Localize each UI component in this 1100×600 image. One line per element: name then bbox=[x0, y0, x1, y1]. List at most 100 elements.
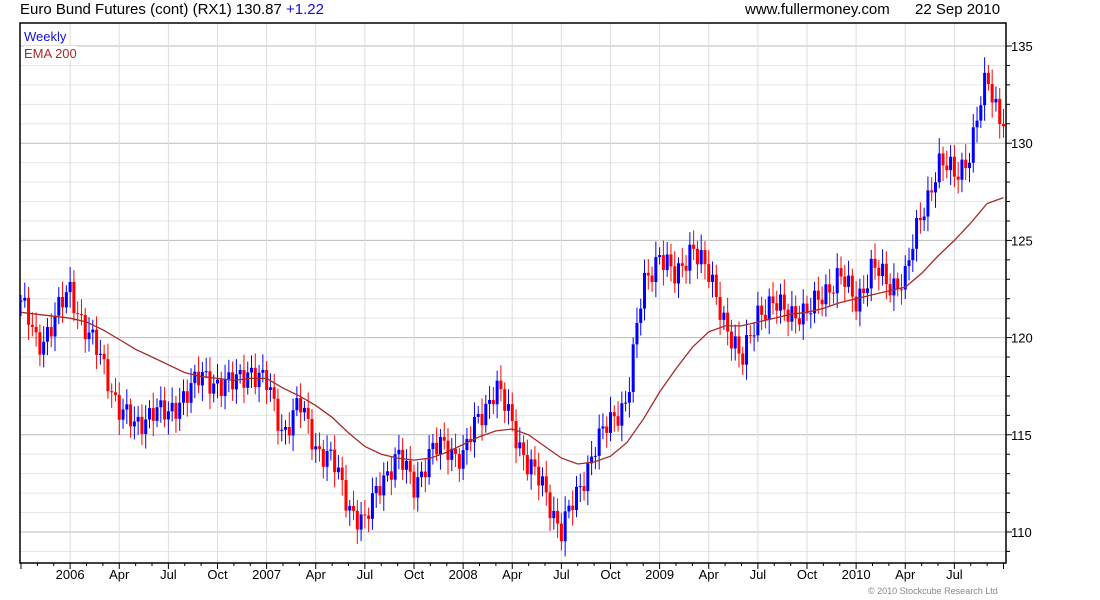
candle bbox=[525, 439, 529, 481]
candle bbox=[915, 209, 919, 262]
site-url[interactable]: www.fullermoney.com bbox=[745, 1, 890, 18]
candle-body bbox=[363, 514, 367, 516]
candle-body bbox=[945, 165, 949, 171]
candle bbox=[862, 275, 866, 304]
candle-body bbox=[216, 379, 219, 384]
candle-body bbox=[960, 159, 964, 180]
candle bbox=[616, 401, 620, 432]
candle bbox=[344, 464, 348, 518]
candle-body bbox=[446, 440, 450, 460]
candle-body bbox=[609, 412, 612, 433]
candle-body bbox=[416, 477, 420, 498]
candle bbox=[673, 251, 677, 293]
legend-ema: EMA 200 bbox=[24, 46, 77, 61]
candle bbox=[650, 266, 654, 292]
candle-body bbox=[937, 153, 941, 183]
candle bbox=[949, 145, 953, 186]
candle bbox=[83, 308, 87, 353]
candle bbox=[703, 241, 707, 280]
candle bbox=[847, 260, 851, 293]
candle bbox=[877, 260, 881, 291]
candle bbox=[601, 413, 605, 440]
candle bbox=[537, 452, 541, 501]
candle-body bbox=[975, 120, 979, 128]
candle-body bbox=[163, 400, 167, 420]
candle bbox=[136, 406, 140, 435]
candle-body bbox=[862, 288, 866, 294]
candle bbox=[865, 274, 869, 307]
candle bbox=[586, 455, 590, 506]
candle-body bbox=[881, 263, 885, 277]
candle bbox=[933, 172, 937, 208]
candle-body bbox=[612, 412, 616, 417]
candle-body bbox=[329, 449, 333, 451]
candle-body bbox=[359, 514, 363, 530]
candle bbox=[340, 456, 344, 496]
candle bbox=[197, 356, 201, 394]
candle-body bbox=[510, 404, 514, 422]
x-tick-label: 2007 bbox=[252, 567, 281, 582]
candle-body bbox=[926, 190, 930, 217]
candle bbox=[665, 242, 669, 277]
candle bbox=[76, 301, 80, 330]
x-tick-label: Apr bbox=[109, 567, 130, 582]
candle bbox=[174, 395, 178, 433]
candle bbox=[563, 496, 567, 557]
candle bbox=[506, 389, 510, 425]
candle bbox=[181, 379, 185, 416]
candle bbox=[699, 234, 703, 274]
candle-body bbox=[284, 427, 288, 430]
candle-body bbox=[786, 309, 790, 322]
candle bbox=[540, 467, 544, 497]
candle bbox=[899, 274, 903, 305]
candle bbox=[801, 289, 805, 340]
candle-body bbox=[204, 371, 208, 373]
candle bbox=[907, 247, 911, 281]
candle-body bbox=[178, 402, 182, 419]
candle-body bbox=[593, 455, 597, 457]
candle bbox=[646, 259, 650, 290]
candle bbox=[726, 297, 730, 346]
candle-body bbox=[990, 84, 994, 103]
candle bbox=[359, 501, 363, 542]
chart-date: 22 Sep 2010 bbox=[915, 1, 1001, 18]
candle-body bbox=[767, 296, 771, 320]
candle-body bbox=[673, 266, 677, 284]
candle bbox=[302, 400, 306, 421]
candle-body bbox=[98, 353, 102, 355]
candle-body bbox=[238, 370, 242, 375]
candle-body bbox=[839, 268, 843, 277]
candle-body bbox=[627, 392, 631, 403]
candle bbox=[147, 400, 151, 429]
candle bbox=[61, 281, 65, 323]
candle-body bbox=[159, 400, 163, 408]
candle-body bbox=[695, 248, 699, 265]
y-tick-label: 110 bbox=[1011, 525, 1032, 540]
candle-body bbox=[711, 274, 715, 282]
candle bbox=[858, 278, 862, 327]
candle bbox=[420, 461, 424, 488]
candle-body bbox=[457, 453, 461, 469]
candle-body bbox=[865, 288, 869, 294]
candle bbox=[125, 389, 129, 424]
candle bbox=[348, 500, 352, 526]
candle-body bbox=[257, 372, 261, 388]
candle-body bbox=[280, 429, 284, 431]
candle-body bbox=[166, 411, 170, 420]
candle-body bbox=[722, 312, 726, 320]
candle bbox=[95, 316, 99, 369]
candle-body bbox=[488, 399, 492, 404]
candle bbox=[476, 406, 480, 424]
candle-body bbox=[888, 284, 892, 296]
candle bbox=[707, 250, 711, 289]
candle-body bbox=[907, 260, 911, 267]
candle-body bbox=[956, 176, 960, 180]
candle bbox=[185, 379, 189, 417]
x-tick-label: Jul bbox=[553, 567, 570, 582]
candle-body bbox=[223, 379, 227, 396]
candle bbox=[820, 286, 824, 317]
candle-body bbox=[918, 217, 922, 221]
candle-body bbox=[287, 427, 291, 436]
candle-body bbox=[310, 418, 314, 450]
candle-body bbox=[884, 263, 888, 285]
